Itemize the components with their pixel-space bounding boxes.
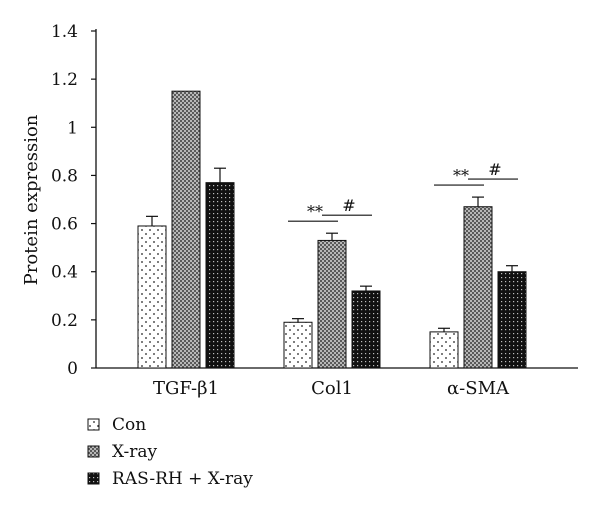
bar-x-ray-1 (317, 239, 347, 369)
bar-con-2 (429, 331, 459, 369)
y-tick-label: 0.4 (51, 263, 78, 283)
y-tick-label: 1.4 (51, 22, 78, 42)
y-tick-label: 1.2 (51, 70, 78, 90)
y-tick-label: 0.8 (51, 166, 78, 186)
legend-label: RAS-RH + X-ray (112, 469, 253, 489)
plot-area: 0 0.2 0.4 0.6 0.8 1 1.2 1.4 TGF-β1 Col1 α-SMA ** # **… (51, 22, 578, 399)
significance-label: # (342, 196, 355, 215)
significance-label: # (488, 160, 501, 179)
legend-swatch (87, 445, 100, 458)
bar-x-ray-0 (171, 90, 201, 369)
bar-ras-rh-x-ray-1 (351, 290, 381, 369)
x-tick-label: TGF-β1 (153, 378, 219, 399)
bar-con-1 (283, 321, 313, 369)
significance-label: ** (307, 202, 323, 221)
y-axis-title: Protein expression (21, 114, 42, 285)
x-tick-label: Col1 (311, 378, 353, 399)
bar-ras-rh-x-ray-2 (497, 271, 527, 369)
legend-label: X-ray (112, 442, 158, 462)
significance-label: ** (453, 166, 469, 185)
bar-con-0 (137, 225, 167, 369)
y-tick-label: 0.2 (51, 311, 78, 331)
legend-label: Con (112, 415, 146, 435)
bar-ras-rh-x-ray-0 (205, 182, 235, 369)
y-tick-label: 0 (67, 359, 78, 379)
legend-swatch (87, 472, 100, 485)
legend: Con X-ray RAS-RH + X-ray (87, 415, 253, 489)
y-tick-label: 0.6 (51, 215, 78, 235)
x-tick-label: α-SMA (447, 378, 510, 399)
bar-x-ray-2 (463, 206, 493, 369)
legend-swatch (87, 418, 100, 431)
y-tick-label: 1 (67, 118, 78, 138)
